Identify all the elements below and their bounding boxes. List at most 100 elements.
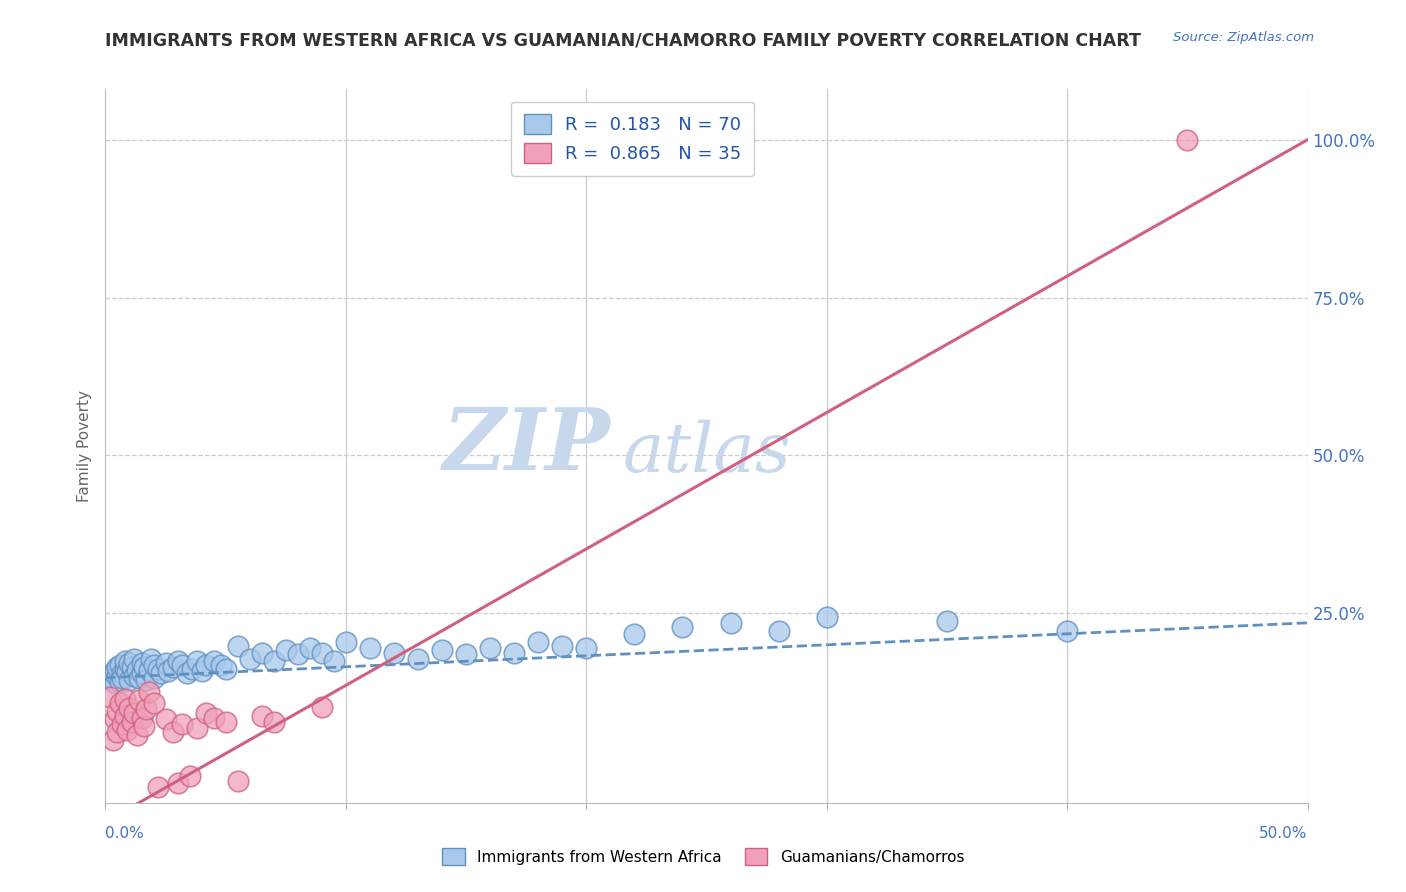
Point — [108, 674, 131, 689]
Point — [195, 706, 218, 720]
Point — [575, 641, 598, 656]
Point — [936, 614, 959, 628]
Text: 50.0%: 50.0% — [1260, 827, 1308, 841]
Point — [142, 658, 165, 673]
Point — [121, 660, 143, 674]
Point — [768, 624, 790, 638]
Point — [104, 663, 127, 677]
Point — [274, 643, 297, 657]
Point — [114, 654, 136, 668]
Point — [720, 615, 742, 630]
Point — [118, 673, 141, 687]
Point — [107, 704, 129, 718]
Point — [162, 660, 184, 674]
Legend: Immigrants from Western Africa, Guamanians/Chamorros: Immigrants from Western Africa, Guamania… — [436, 842, 970, 871]
Text: Source: ZipAtlas.com: Source: ZipAtlas.com — [1174, 31, 1315, 45]
Legend: R =  0.183   N = 70, R =  0.865   N = 35: R = 0.183 N = 70, R = 0.865 N = 35 — [512, 102, 754, 176]
Point — [148, 780, 170, 794]
Point — [135, 673, 157, 687]
Y-axis label: Family Poverty: Family Poverty — [76, 390, 91, 502]
Point — [815, 609, 838, 624]
Point — [108, 696, 131, 710]
Point — [155, 713, 177, 727]
Point — [121, 714, 143, 729]
Point — [124, 652, 146, 666]
Point — [226, 639, 249, 653]
Point — [111, 671, 134, 685]
Point — [149, 666, 172, 681]
Point — [118, 701, 141, 715]
Point — [138, 663, 160, 677]
Text: IMMIGRANTS FROM WESTERN AFRICA VS GUAMANIAN/CHAMORRO FAMILY POVERTY CORRELATION : IMMIGRANTS FROM WESTERN AFRICA VS GUAMAN… — [105, 31, 1142, 49]
Point — [135, 702, 157, 716]
Point — [139, 652, 162, 666]
Point — [430, 643, 453, 657]
Point — [156, 665, 179, 679]
Point — [263, 654, 285, 668]
Point — [131, 666, 153, 681]
Point — [527, 634, 550, 648]
Point — [172, 717, 194, 731]
Point — [104, 675, 127, 690]
Point — [115, 723, 138, 738]
Point — [671, 620, 693, 634]
Point — [239, 652, 262, 666]
Point — [250, 708, 273, 723]
Point — [311, 646, 333, 660]
Point — [107, 669, 129, 683]
Point — [176, 666, 198, 681]
Text: 0.0%: 0.0% — [105, 827, 145, 841]
Point — [335, 634, 357, 648]
Point — [131, 710, 153, 724]
Point — [132, 660, 155, 674]
Point — [98, 673, 121, 687]
Point — [166, 775, 188, 789]
Point — [124, 669, 146, 683]
Point — [104, 713, 127, 727]
Point — [148, 662, 170, 676]
Point — [287, 648, 309, 662]
Point — [263, 714, 285, 729]
Point — [186, 721, 208, 735]
Point — [162, 725, 184, 739]
Point — [101, 666, 124, 681]
Point — [101, 732, 124, 747]
Point — [311, 699, 333, 714]
Point — [359, 641, 381, 656]
Point — [551, 639, 574, 653]
Point — [132, 719, 155, 733]
Point — [107, 725, 129, 739]
Point — [128, 671, 150, 685]
Point — [214, 714, 236, 729]
Point — [186, 654, 208, 668]
Point — [503, 646, 526, 660]
Point — [195, 658, 218, 673]
Point — [125, 663, 148, 677]
Point — [124, 706, 146, 720]
Point — [107, 660, 129, 674]
Point — [142, 696, 165, 710]
Text: atlas: atlas — [623, 420, 790, 486]
Point — [454, 648, 477, 662]
Point — [202, 710, 225, 724]
Point — [118, 656, 141, 670]
Point — [114, 708, 136, 723]
Point — [298, 641, 321, 656]
Point — [115, 665, 138, 679]
Point — [166, 654, 188, 668]
Point — [111, 666, 134, 681]
Point — [209, 658, 232, 673]
Point — [179, 769, 201, 783]
Point — [202, 654, 225, 668]
Point — [131, 656, 153, 670]
Point — [406, 652, 429, 666]
Point — [1175, 133, 1198, 147]
Point — [190, 665, 212, 679]
Point — [114, 691, 136, 706]
Point — [108, 658, 131, 673]
Point — [172, 658, 194, 673]
Point — [98, 690, 121, 704]
Point — [142, 671, 165, 685]
Text: ZIP: ZIP — [443, 404, 610, 488]
Point — [479, 641, 502, 656]
